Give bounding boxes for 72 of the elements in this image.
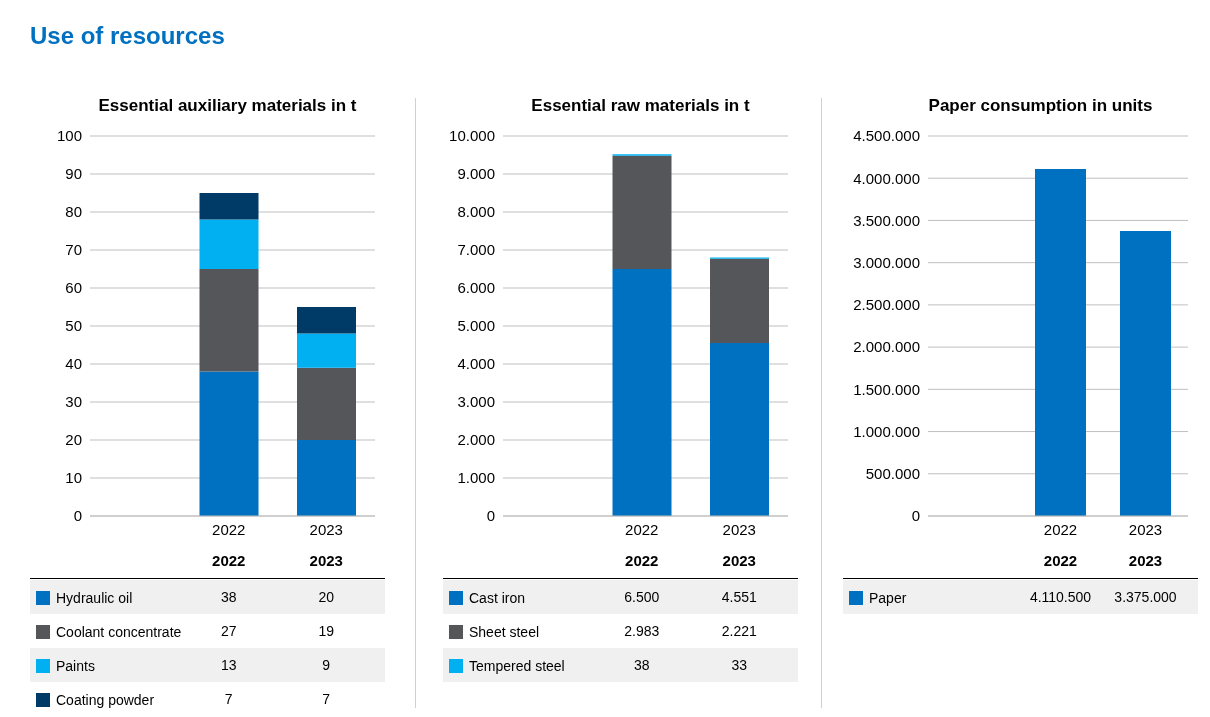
legend-label: Paper <box>869 590 907 607</box>
y-tick-label: 30 <box>65 393 82 411</box>
legend-label: Cast iron <box>469 590 526 607</box>
y-tick-label: 1.000.000 <box>853 422 920 440</box>
y-tick-label: 10.000 <box>449 127 495 145</box>
y-tick-label: 3.000.000 <box>853 253 920 271</box>
y-tick-label: 4.000 <box>457 355 495 373</box>
legend-label: Tempered steel <box>469 658 565 675</box>
data-label: 19 <box>318 623 335 639</box>
data-label: 7 <box>322 691 331 707</box>
chart-title: Paper consumption in units <box>927 96 1154 116</box>
y-tick-label: 100 <box>56 127 82 145</box>
y-tick-label: 1.000 <box>457 469 495 487</box>
y-tick-label: 80 <box>65 203 82 221</box>
data-label: 38 <box>633 657 650 673</box>
chart-title: Essential auxiliary materials in t <box>97 96 358 116</box>
category-label: 2022 <box>625 552 659 569</box>
y-tick-label: 40 <box>65 355 82 373</box>
data-label: 20 <box>318 589 335 605</box>
y-tick-label: 0 <box>486 507 495 525</box>
data-label: 4.551 <box>721 589 757 605</box>
data-label: 33 <box>731 657 748 673</box>
x-tick-label: 2023 <box>722 520 756 538</box>
category-label: 2022 <box>1043 552 1078 569</box>
category-label: 2023 <box>1128 552 1163 569</box>
y-tick-label: 0 <box>911 507 920 525</box>
data-label: 13 <box>220 657 237 673</box>
y-tick-label: 9.000 <box>457 165 495 183</box>
y-tick-label: 50 <box>65 317 82 335</box>
chart-title: Essential raw materials in t <box>530 96 751 116</box>
data-label: 9 <box>322 657 331 673</box>
y-tick-label: 10 <box>65 469 82 487</box>
legend-label: Coating powder <box>56 692 155 709</box>
x-tick-label: 2022 <box>625 520 659 538</box>
data-label: 2.221 <box>721 623 757 639</box>
y-tick-label: 6.000 <box>457 279 495 297</box>
y-tick-label: 4.000.000 <box>853 169 920 187</box>
data-label: 27 <box>220 623 237 639</box>
y-tick-label: 3.500.000 <box>853 211 920 229</box>
x-tick-label: 2022 <box>212 520 246 538</box>
data-label: 7 <box>224 691 233 707</box>
category-label: 2023 <box>722 552 756 569</box>
x-tick-label: 2023 <box>1128 520 1163 538</box>
y-tick-label: 8.000 <box>457 203 495 221</box>
data-label: 38 <box>220 589 237 605</box>
data-label: 6.500 <box>624 589 660 605</box>
y-tick-label: 2.500.000 <box>853 296 920 314</box>
y-tick-label: 5.000 <box>457 317 495 335</box>
legend-label: Sheet steel <box>469 624 540 641</box>
legend-label: Hydraulic oil <box>56 590 133 607</box>
y-tick-label: 1.500.000 <box>853 380 920 398</box>
y-tick-label: 2.000 <box>457 431 495 449</box>
text: Use of resources <box>30 22 225 50</box>
data-label: 3.375.000 <box>1114 589 1177 605</box>
y-tick-label: 20 <box>65 431 82 449</box>
y-tick-label: 90 <box>65 165 82 183</box>
category-label: 2022 <box>212 552 246 569</box>
y-tick-label: 70 <box>65 241 82 259</box>
data-label: 2.983 <box>624 623 660 639</box>
x-tick-label: 2023 <box>309 520 343 538</box>
data-label: 4.110.500 <box>1029 589 1092 605</box>
category-label: 2023 <box>309 552 343 569</box>
y-tick-label: 60 <box>65 279 82 297</box>
x-tick-label: 2022 <box>1043 520 1078 538</box>
y-tick-label: 0 <box>73 507 82 525</box>
y-tick-label: 3.000 <box>457 393 495 411</box>
y-tick-label: 500.000 <box>865 465 920 483</box>
legend-label: Paints <box>56 658 95 675</box>
y-tick-label: 7.000 <box>457 241 495 259</box>
y-tick-label: 4.500.000 <box>853 127 920 145</box>
legend-label: Coolant concentrate <box>56 624 182 641</box>
y-tick-label: 2.000.000 <box>853 338 920 356</box>
